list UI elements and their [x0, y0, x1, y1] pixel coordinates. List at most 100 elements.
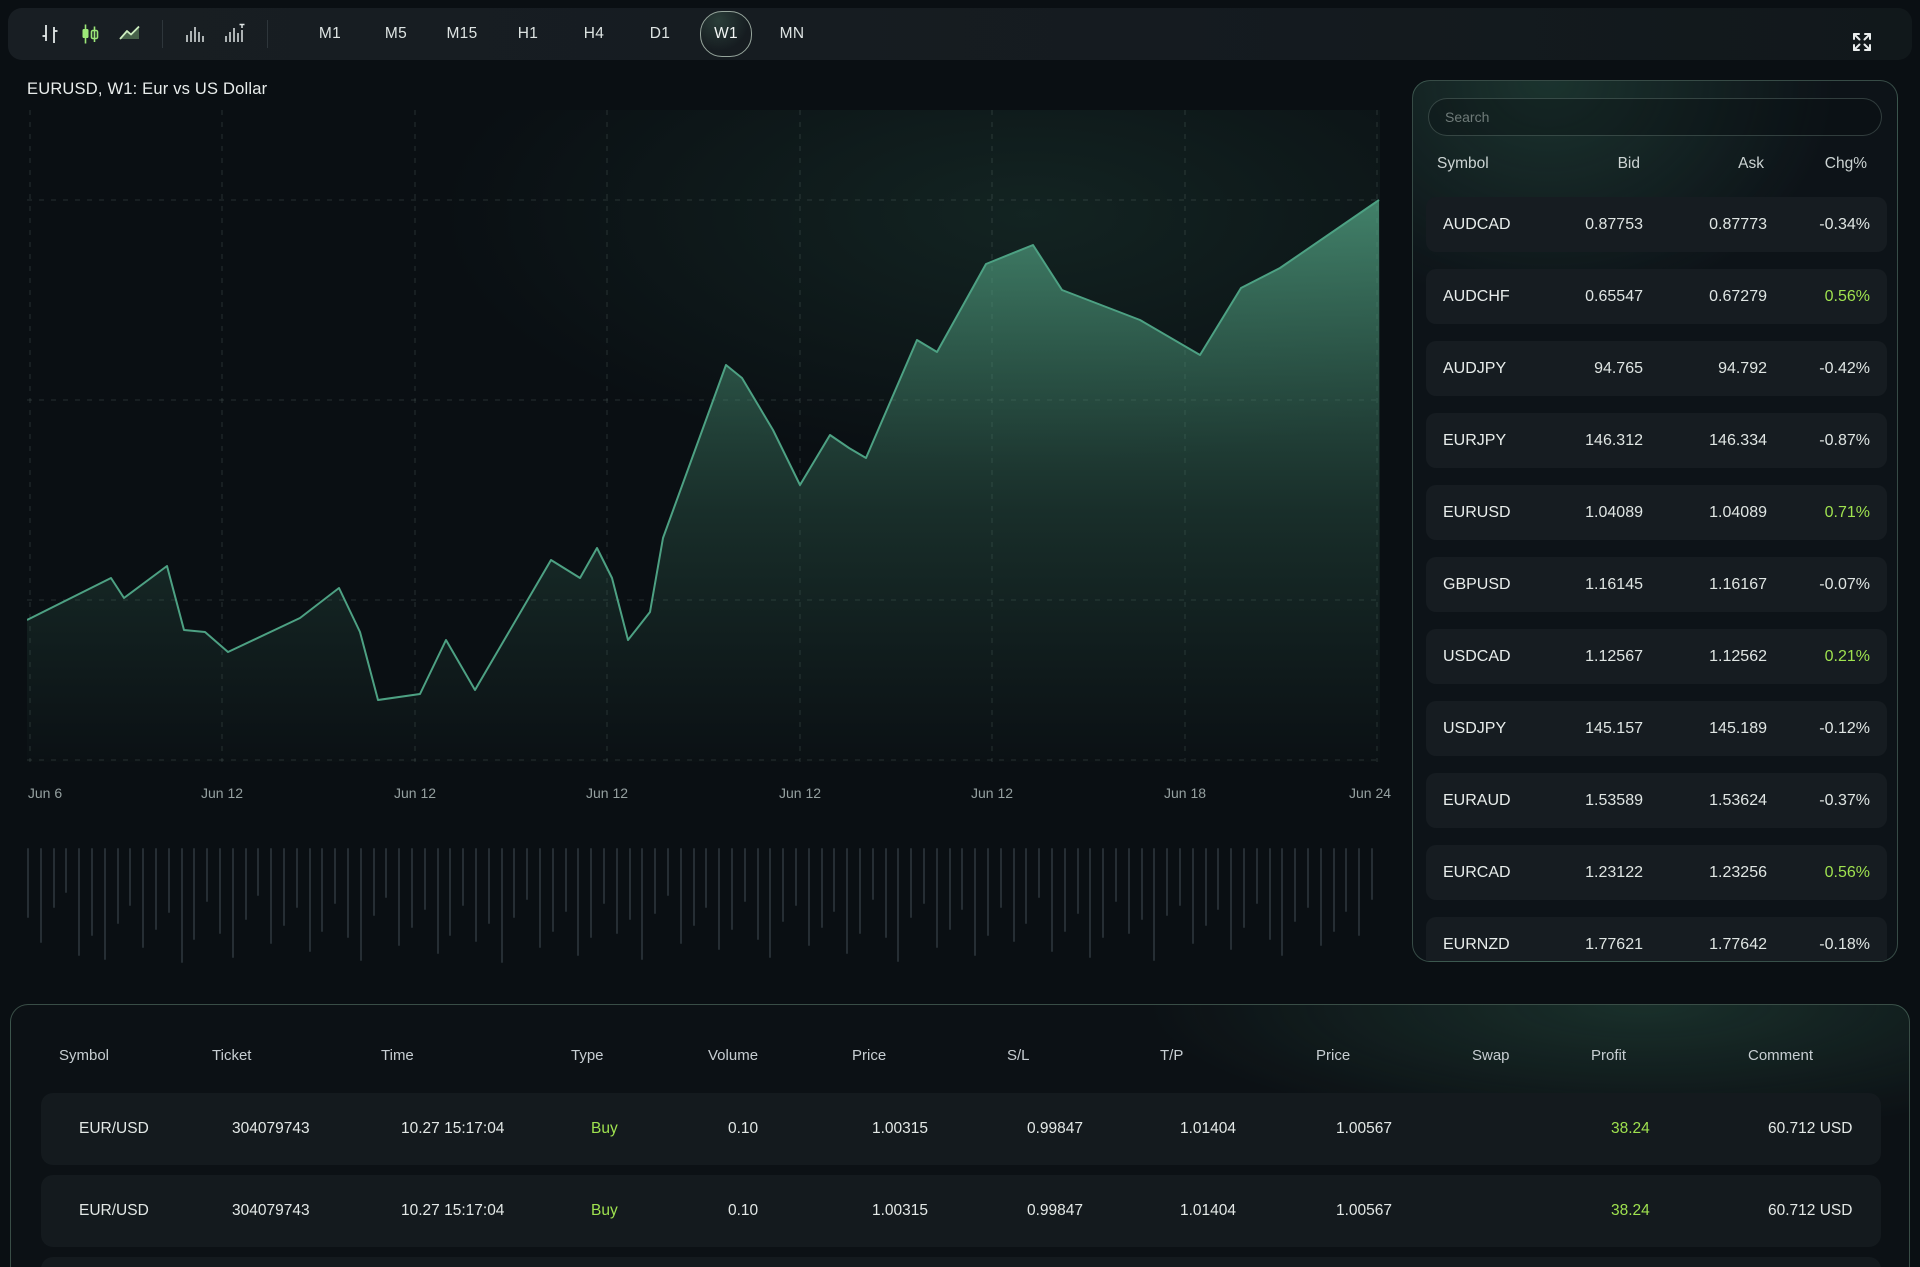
bid-value: 1.23122: [1533, 864, 1643, 882]
candles-chart-glyph: [79, 23, 101, 45]
timeframe-group: M1 M5 M15 H1 H4 D1 W1 MN: [304, 11, 818, 57]
area-chart-svg: [27, 110, 1380, 762]
volume-bar: [667, 848, 669, 896]
trade-cell-ticket: 304079743: [232, 1175, 310, 1247]
trade-cell-price2: 1.00567: [1336, 1093, 1392, 1165]
x-axis-label: Jun 12: [201, 785, 243, 801]
symbol-label: AUDJPY: [1443, 360, 1533, 378]
watchlist-row-eurcad[interactable]: EURCAD1.231221.232560.56%: [1426, 845, 1887, 900]
watchlist-row-audchf[interactable]: AUDCHF0.655470.672790.56%: [1426, 269, 1887, 324]
volume-bar: [168, 848, 170, 913]
timeframe-d1[interactable]: D1: [634, 11, 686, 57]
bars-chart-icon[interactable]: [30, 14, 70, 54]
volume-bar: [449, 848, 451, 936]
symbol-label: GBPUSD: [1443, 576, 1533, 594]
line-chart-icon[interactable]: [110, 14, 150, 54]
volume-bar: [782, 848, 784, 922]
timeframe-h1[interactable]: H1: [502, 11, 554, 57]
candles-chart-icon[interactable]: [70, 14, 110, 54]
volume-bar: [731, 848, 733, 930]
trade-cell-symbol: EUR/USD: [79, 1093, 149, 1165]
volume-bar: [1077, 848, 1079, 914]
volume-bar: [1333, 848, 1335, 932]
timeframe-w1[interactable]: W1: [700, 11, 752, 57]
change-percent: 0.21%: [1767, 648, 1870, 666]
price-chart[interactable]: [27, 110, 1380, 762]
change-percent: -0.37%: [1767, 792, 1870, 810]
volumes-icon[interactable]: [175, 14, 215, 54]
x-axis-label: Jun 12: [394, 785, 436, 801]
volume-bar: [1269, 848, 1271, 940]
change-percent: -0.34%: [1767, 216, 1870, 234]
volume-bar: [296, 848, 298, 908]
volume-bar: [910, 848, 912, 918]
trade-cell-sl: 0.99847: [1027, 1093, 1083, 1165]
trades-panel: SymbolTicketTimeTypeVolumePriceS/LT/PPri…: [10, 1004, 1910, 1267]
volume-bar: [245, 848, 247, 920]
volume-bar: [65, 848, 67, 893]
trade-cell-volume: 0.10: [728, 1175, 758, 1247]
watchlist-row-eurjpy[interactable]: EURJPY146.312146.334-0.87%: [1426, 413, 1887, 468]
volume-bar: [142, 848, 144, 948]
trade-row[interactable]: EUR/USD30407974310.27 15:17:04Buy0.101.0…: [41, 1175, 1881, 1247]
volume-bar: [872, 848, 874, 900]
tick-volumes-icon[interactable]: [215, 14, 255, 54]
volume-bar: [693, 848, 695, 926]
watchlist-col-symbol: Symbol: [1437, 155, 1530, 173]
change-percent: -0.42%: [1767, 360, 1870, 378]
trade-cell-tp: 1.01404: [1180, 1175, 1236, 1247]
volume-bar: [155, 848, 157, 930]
volume-bar: [565, 848, 567, 912]
volume-bar: [1294, 848, 1296, 922]
volume-bar: [488, 848, 490, 924]
volume-bar: [974, 848, 976, 956]
bid-value: 1.12567: [1533, 648, 1643, 666]
watchlist-row-usdcad[interactable]: USDCAD1.125671.125620.21%: [1426, 629, 1887, 684]
volume-bar: [1128, 848, 1130, 934]
timeframe-h4[interactable]: H4: [568, 11, 620, 57]
trade-cell-time: 10.27 15:17:04: [401, 1175, 504, 1247]
ask-value: 1.77642: [1643, 936, 1767, 954]
trade-row[interactable]: [41, 1257, 1881, 1267]
fullscreen-icon[interactable]: [1842, 22, 1882, 62]
watchlist-row-euraud[interactable]: EURAUD1.535891.53624-0.37%: [1426, 773, 1887, 828]
symbol-label: AUDCAD: [1443, 216, 1533, 234]
volume-bar: [705, 848, 707, 908]
watchlist-row-eurusd[interactable]: EURUSD1.040891.040890.71%: [1426, 485, 1887, 540]
bars-chart-glyph: [39, 23, 61, 45]
volumes-glyph: [184, 23, 206, 45]
trading-terminal: M1M5M15H1H4D1W1MN EURUSD, W1: Eur vs US …: [0, 0, 1920, 1267]
volume-bar: [641, 848, 643, 960]
watchlist-row-audjpy[interactable]: AUDJPY94.76594.792-0.42%: [1426, 341, 1887, 396]
search-input[interactable]: [1428, 98, 1882, 136]
volume-bar: [1230, 848, 1232, 950]
ask-value: 94.792: [1643, 360, 1767, 378]
volume-bar: [513, 848, 515, 918]
ask-value: 1.53624: [1643, 792, 1767, 810]
volume-bar: [808, 848, 810, 946]
top-toolbar: M1 M5 M15 H1 H4 D1 W1 MN: [8, 8, 1912, 60]
timeframe-m1[interactable]: M1: [304, 11, 356, 57]
volume-bar: [949, 848, 951, 930]
change-percent: -0.12%: [1767, 720, 1870, 738]
volume-bar: [129, 848, 131, 906]
volume-bar: [1038, 848, 1040, 898]
symbol-label: USDJPY: [1443, 720, 1533, 738]
price-area-fill: [27, 200, 1380, 762]
volume-bar: [1217, 848, 1219, 910]
bid-value: 1.77621: [1533, 936, 1643, 954]
watchlist-row-eurnzd[interactable]: EURNZD1.776211.77642-0.18%: [1426, 917, 1887, 962]
volume-bar: [181, 848, 183, 963]
volume-bar: [1166, 848, 1168, 916]
volume-bar: [1256, 848, 1258, 904]
volume-bar: [1025, 848, 1027, 924]
watchlist-row-usdjpy[interactable]: USDJPY145.157145.189-0.12%: [1426, 701, 1887, 756]
x-axis-label: Jun 12: [586, 785, 628, 801]
timeframe-m15[interactable]: M15: [436, 11, 488, 57]
timeframe-m5[interactable]: M5: [370, 11, 422, 57]
watchlist-row-audcad[interactable]: AUDCAD0.877530.87773-0.34%: [1426, 197, 1887, 252]
timeframe-mn[interactable]: MN: [766, 11, 818, 57]
watchlist-row-gbpusd[interactable]: GBPUSD1.161451.16167-0.07%: [1426, 557, 1887, 612]
change-percent: -0.18%: [1767, 936, 1870, 954]
trade-row[interactable]: EUR/USD30407974310.27 15:17:04Buy0.101.0…: [41, 1093, 1881, 1165]
